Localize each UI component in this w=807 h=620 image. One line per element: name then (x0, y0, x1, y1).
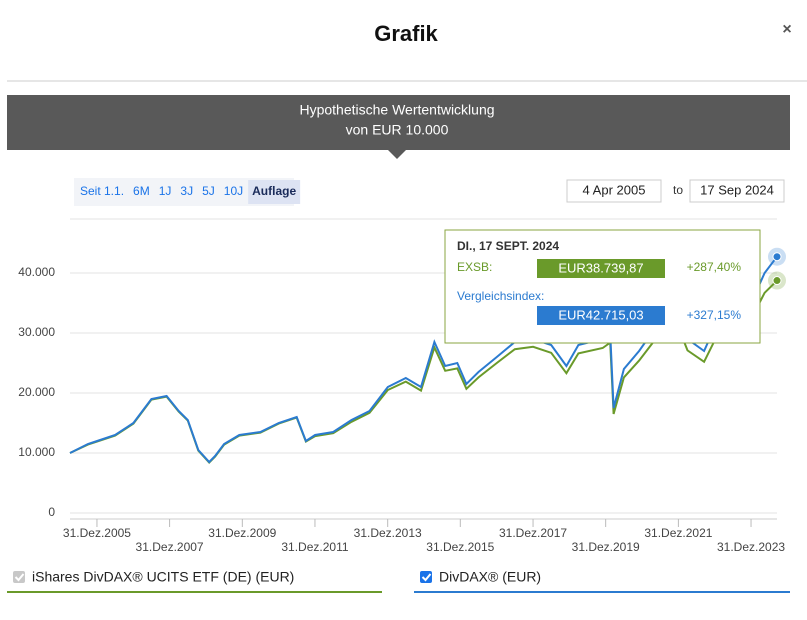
modal-title: Grafik (374, 21, 438, 46)
range-button[interactable]: 1J (159, 184, 172, 198)
tooltip-label: Vergleichsindex: (457, 289, 544, 303)
range-button[interactable]: 6M (133, 184, 150, 198)
range-button[interactable]: 3J (180, 184, 193, 198)
end-marker (772, 276, 782, 286)
legend-label: DivDAX® (EUR) (439, 569, 541, 585)
range-button[interactable]: 5J (202, 184, 215, 198)
date-from-input[interactable] (566, 179, 662, 203)
x-tick-label: 31.Dez.2015 (426, 540, 494, 554)
tooltip-change: +327,15% (687, 308, 742, 322)
range-button-active (248, 180, 301, 204)
x-tick-label: 31.Dez.2011 (281, 540, 348, 554)
legend-checkbox[interactable] (420, 571, 432, 583)
tooltip-date: DI., 17 SEPT. 2024 (457, 239, 559, 253)
legend-label: iShares DivDAX® UCITS ETF (DE) (EUR) (32, 569, 294, 585)
y-tick-label: 0 (48, 505, 55, 519)
y-tick-label: 30.000 (18, 325, 55, 339)
tooltip-value: EUR42.715,03 (558, 307, 643, 322)
x-tick-label: 31.Dez.2023 (717, 540, 785, 554)
end-marker (772, 252, 782, 262)
close-button[interactable]: × (782, 21, 791, 38)
range-button[interactable]: Seit 1.1. (80, 184, 124, 198)
legend-check (421, 573, 432, 582)
banner-arrow (388, 150, 406, 159)
x-tick-label: 31.Dez.2019 (572, 540, 640, 554)
date-from: 4 Apr 2005 (583, 182, 646, 197)
x-tick-label: 31.Dez.2021 (644, 526, 712, 540)
x-tick-label: 31.Dez.2013 (354, 526, 422, 540)
x-tick-label: 31.Dez.2017 (499, 526, 567, 540)
y-tick-label: 10.000 (18, 445, 55, 459)
legend-checkbox[interactable] (13, 571, 25, 583)
x-tick-label: 31.Dez.2009 (208, 526, 276, 540)
legend-check (14, 573, 25, 582)
tooltip-value: EUR38.739,87 (558, 260, 643, 275)
x-tick-label: 31.Dez.2007 (136, 540, 204, 554)
range-button[interactable]: 10J (224, 184, 243, 198)
y-tick-label: 40.000 (18, 265, 55, 279)
x-tick-label: 31.Dez.2005 (63, 526, 131, 540)
tooltip-value-box (537, 306, 665, 325)
tooltip-value-box (537, 259, 665, 278)
date-to-input[interactable] (689, 179, 785, 203)
date-separator: to (673, 183, 683, 197)
y-tick-label: 20.000 (18, 385, 55, 399)
range-button[interactable]: Auflage (252, 184, 296, 198)
banner-text: von EUR 10.000 (346, 122, 449, 138)
tooltip-change: +287,40% (687, 260, 742, 274)
banner-text: Hypothetische Wertentwicklung (299, 102, 494, 118)
banner (7, 95, 790, 150)
tooltip-label: EXSB: (457, 260, 492, 274)
tooltip: DI., 17 SEPT. 2024 EXSB: EUR38.739,87 +2… (444, 229, 761, 344)
date-to: 17 Sep 2024 (700, 182, 774, 197)
